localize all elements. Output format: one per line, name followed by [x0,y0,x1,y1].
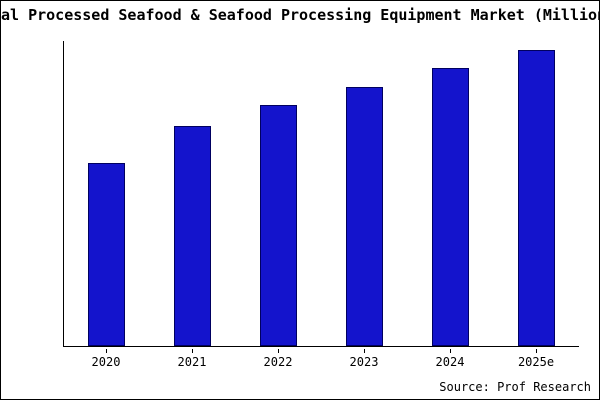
bar-2020 [88,163,126,346]
plot-area [63,41,579,347]
bar-2024 [431,68,469,346]
x-tick-2021: 2021 [174,349,211,373]
tick-mark [105,349,107,353]
bars-row [64,41,579,346]
x-axis-ticks: 2020 2021 2022 2023 2024 2025e [63,349,579,373]
x-tick-label: 2024 [435,355,465,369]
tick-mark [535,349,537,353]
tick-mark [363,349,365,353]
chart-title: al Processed Seafood & Seafood Processin… [1,6,600,24]
x-tick-label: 2022 [263,355,293,369]
x-tick-2025e: 2025e [518,349,555,373]
bar-2022 [260,105,298,346]
x-tick-label: 2023 [349,355,379,369]
x-tick-label: 2020 [91,355,121,369]
bar-2021 [174,126,212,346]
x-tick-2020: 2020 [88,349,125,373]
source-note: Source: Prof Research [439,380,591,394]
bar-2023 [345,86,383,346]
bar-2025e [517,50,555,346]
tick-mark [277,349,279,353]
x-tick-label: 2025e [517,355,555,369]
tick-mark [191,349,193,353]
x-tick-2024: 2024 [432,349,469,373]
x-tick-2023: 2023 [346,349,383,373]
x-tick-label: 2021 [177,355,207,369]
x-tick-2022: 2022 [260,349,297,373]
tick-mark [449,349,451,353]
